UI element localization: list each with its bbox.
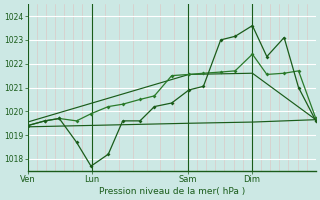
X-axis label: Pression niveau de la mer( hPa ): Pression niveau de la mer( hPa ) (99, 187, 245, 196)
